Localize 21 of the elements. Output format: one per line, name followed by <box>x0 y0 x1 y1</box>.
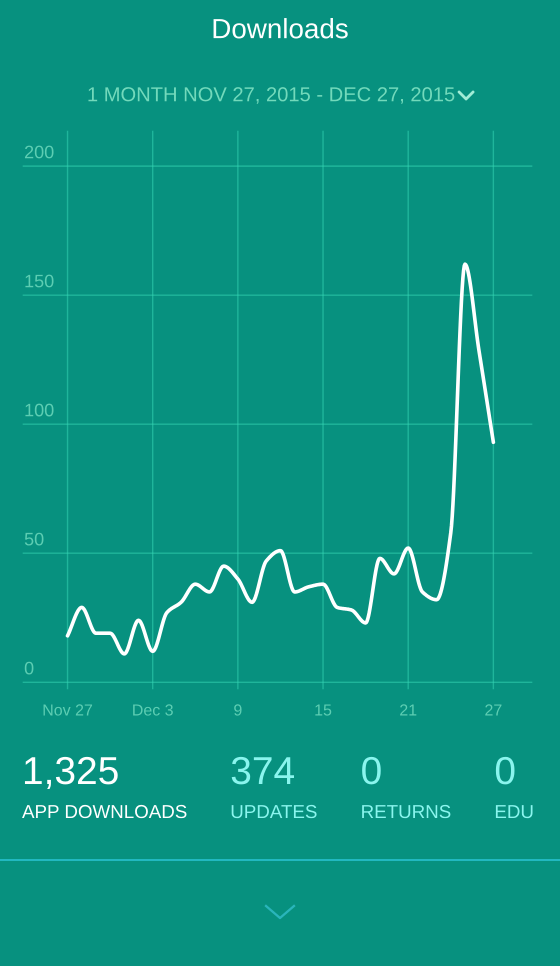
chart-subtitle: 1 MONTH NOV 27, 2015 - DEC 27, 2015 <box>88 87 454 104</box>
y-tick-label: 50 <box>24 532 44 546</box>
x-tick-label: 15 <box>315 704 332 716</box>
x-tick-label: 9 <box>234 704 242 716</box>
x-tick-label: Nov 27 <box>44 704 92 716</box>
x-tick-label: Dec 3 <box>133 704 173 716</box>
category-label: APP DOWNLOADS <box>22 804 186 818</box>
y-tick-label: 100 <box>25 404 54 416</box>
y-tick-label: 150 <box>25 274 54 288</box>
x-tick-label: 27 <box>485 704 502 716</box>
category-label: UPDATES <box>232 804 317 818</box>
y-tick-label: 0 <box>24 662 34 675</box>
category-label: RETURNS <box>362 804 450 818</box>
x-tick-label: 21 <box>400 704 416 716</box>
data-label: 1,325 <box>24 756 118 789</box>
data-label: 374 <box>232 756 294 784</box>
category-label: EDU <box>496 805 533 818</box>
chart-title: Downloads <box>214 18 348 38</box>
data-label: 0 <box>362 756 381 784</box>
y-tick-label: 200 <box>24 146 54 158</box>
data-label: 0 <box>496 756 514 784</box>
